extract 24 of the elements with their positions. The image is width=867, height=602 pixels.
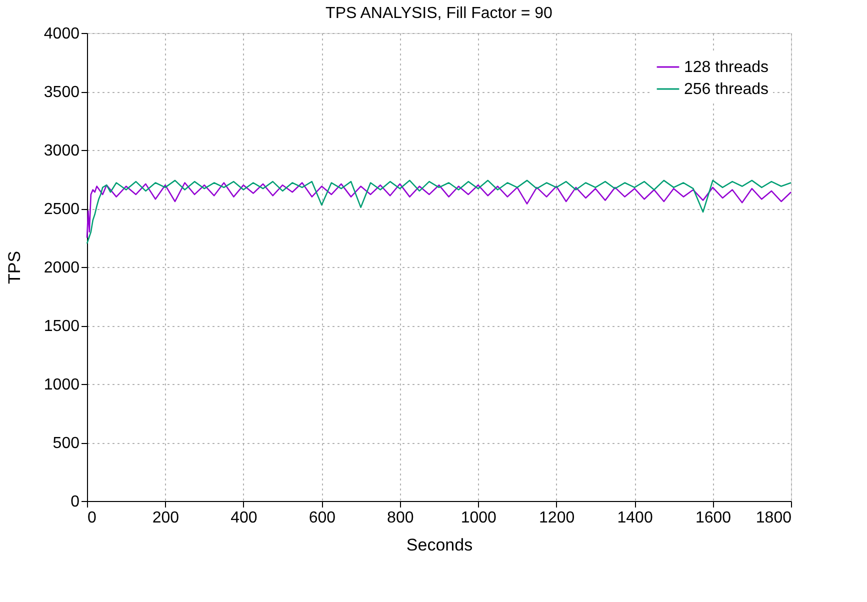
y-tick-label: 2000 [44,260,80,276]
x-tick-label: 1600 [695,510,732,526]
x-tick-label: 600 [308,510,336,526]
x-tick-label: 1400 [617,510,653,526]
x-axis-title: Seconds [406,536,473,554]
x-tick-label: 800 [387,510,414,526]
x-tick-label: 1800 [756,510,792,526]
y-tick-label: 500 [52,435,80,452]
legend-label: 256 threads [684,81,769,98]
y-tick-label: 1000 [44,376,80,394]
x-tick-label: 1200 [539,510,575,526]
y-axis-title: TPS [4,250,24,284]
x-tick-label: 400 [230,510,258,526]
y-tick-label: 3500 [44,84,80,101]
x-tick-label: 200 [152,510,180,526]
x-tick-label: 1000 [460,510,497,526]
y-tick-label: 0 [70,494,80,510]
x-tick-label: 0 [88,510,96,526]
y-tick-label: 1500 [44,318,80,335]
y-tick-label: 3000 [44,142,80,160]
y-tick-label: 4000 [44,26,80,42]
chart-title: TPS ANALYSIS, Fill Factor = 90 [326,5,553,22]
legend-label: 128 threads [684,59,769,76]
y-tick-label: 2500 [44,201,80,218]
